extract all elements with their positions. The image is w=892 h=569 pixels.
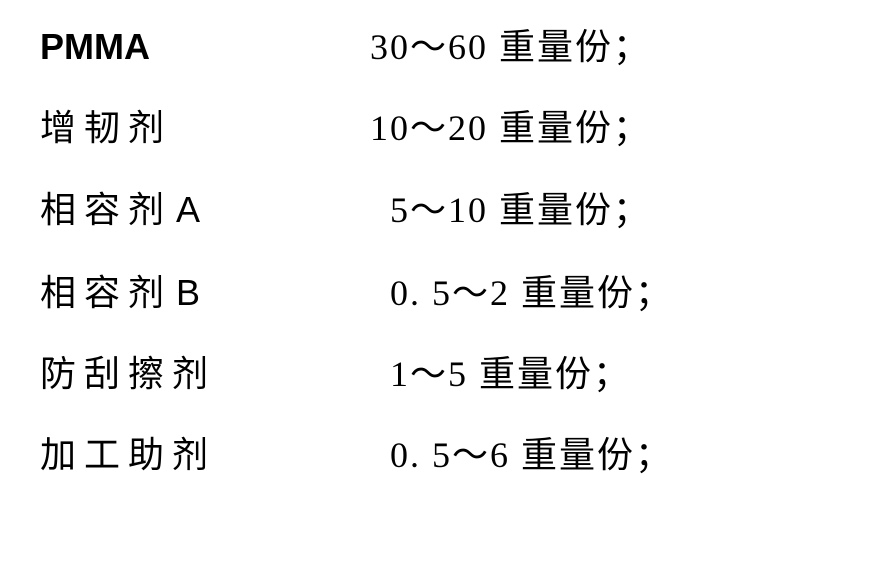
table-row: 相容剂A 5～10 重量份； [40,188,852,232]
table-row: PMMA 30～60 重量份； [40,25,852,69]
component-value: 5～10 重量份； [370,189,651,232]
component-value: 10～20 重量份； [370,107,651,150]
table-row: 加工助剂 0. 5～6 重量份； [40,434,852,477]
component-value: 1～5 重量份； [370,353,631,396]
table-row: 增韧剂 10～20 重量份； [40,107,852,150]
table-row: 防刮擦剂 1～5 重量份； [40,353,852,396]
component-label: 相容剂A [40,188,370,232]
table-row: 相容剂B 0. 5～2 重量份； [40,271,852,315]
component-label: PMMA [40,25,370,68]
component-label: 防刮擦剂 [40,353,370,396]
component-label: 加工助剂 [40,434,370,477]
component-value: 0. 5～2 重量份； [370,272,673,315]
component-value: 0. 5～6 重量份； [370,434,673,477]
component-label: 增韧剂 [40,107,370,150]
composition-table: PMMA 30～60 重量份； 增韧剂 10～20 重量份； 相容剂A 5～10… [40,25,852,477]
component-value: 30～60 重量份； [370,26,651,69]
component-label: 相容剂B [40,271,370,315]
